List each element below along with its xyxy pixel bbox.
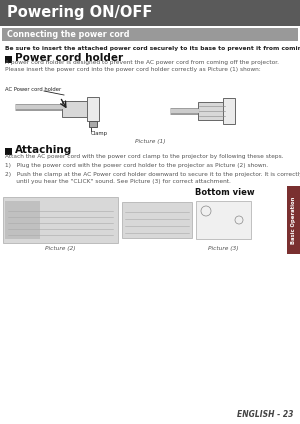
Text: Picture (2): Picture (2) xyxy=(45,246,76,251)
Text: Attach the AC power cord with the power cord clamp to the projector by following: Attach the AC power cord with the power … xyxy=(5,154,284,159)
Text: Please insert the power cord into the power cord holder correctly as Picture (1): Please insert the power cord into the po… xyxy=(5,67,261,72)
Bar xyxy=(198,102,226,120)
Text: Connecting the power cord: Connecting the power cord xyxy=(7,30,130,39)
Text: Clamp: Clamp xyxy=(91,131,107,136)
Bar xyxy=(5,201,40,239)
Text: AC Power cord holder: AC Power cord holder xyxy=(5,87,61,92)
Bar xyxy=(223,98,235,124)
Bar xyxy=(5,56,12,63)
Text: Powering ON/OFF: Powering ON/OFF xyxy=(7,6,152,20)
Bar xyxy=(287,186,300,254)
Bar xyxy=(196,201,251,239)
Text: ENGLISH - 23: ENGLISH - 23 xyxy=(237,410,293,419)
Bar xyxy=(3,197,118,243)
Text: Power cord holder: Power cord holder xyxy=(15,53,123,63)
Text: Basic Operation: Basic Operation xyxy=(291,196,296,244)
Text: Picture (1): Picture (1) xyxy=(135,139,165,144)
Bar xyxy=(5,148,12,155)
Text: 2)   Push the clamp at the AC Power cord holder downward to secure it to the pro: 2) Push the clamp at the AC Power cord h… xyxy=(5,172,300,177)
Text: 1)   Plug the power cord with the power cord holder to the projector as Picture : 1) Plug the power cord with the power co… xyxy=(5,163,268,168)
Bar xyxy=(122,202,192,238)
Text: A power cord holder is designed to prevent the AC power cord from coming off the: A power cord holder is designed to preve… xyxy=(5,60,279,65)
Text: until you hear the "CLICK" sound. See Picture (3) for correct attachment.: until you hear the "CLICK" sound. See Pi… xyxy=(5,179,231,184)
Bar xyxy=(0,0,300,26)
Bar xyxy=(62,101,90,117)
Text: Be sure to insert the attached power cord securely to its base to prevent it fro: Be sure to insert the attached power cor… xyxy=(5,46,300,51)
Bar xyxy=(87,97,99,121)
Text: Picture (3): Picture (3) xyxy=(208,246,239,251)
Bar xyxy=(89,121,97,127)
Bar xyxy=(2,28,298,41)
Text: Attaching: Attaching xyxy=(15,145,72,155)
Text: Bottom view: Bottom view xyxy=(195,188,255,197)
